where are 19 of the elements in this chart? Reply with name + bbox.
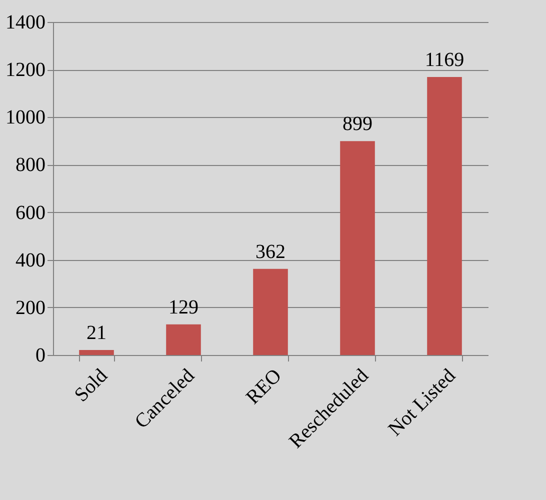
y-tick-label: 400 xyxy=(16,249,46,272)
y-tick-label: 600 xyxy=(16,202,46,224)
bar xyxy=(340,141,375,355)
data-label: 1169 xyxy=(424,48,464,71)
data-label: 129 xyxy=(168,296,198,318)
y-tick-label: 0 xyxy=(36,344,46,366)
bar xyxy=(166,324,201,355)
y-tick-label: 800 xyxy=(16,154,46,176)
bar xyxy=(427,76,462,355)
y-tick-label: 1200 xyxy=(6,59,46,82)
bar xyxy=(253,268,288,355)
data-label: 899 xyxy=(342,113,372,136)
y-tick-label: 200 xyxy=(16,296,46,319)
bar xyxy=(79,350,114,355)
x-tick-label: Sold xyxy=(70,364,112,406)
y-tick-label: 1400 xyxy=(6,12,46,34)
data-label: 362 xyxy=(256,240,286,263)
y-tick-label: 1000 xyxy=(6,106,46,129)
data-label: 21 xyxy=(86,322,106,344)
